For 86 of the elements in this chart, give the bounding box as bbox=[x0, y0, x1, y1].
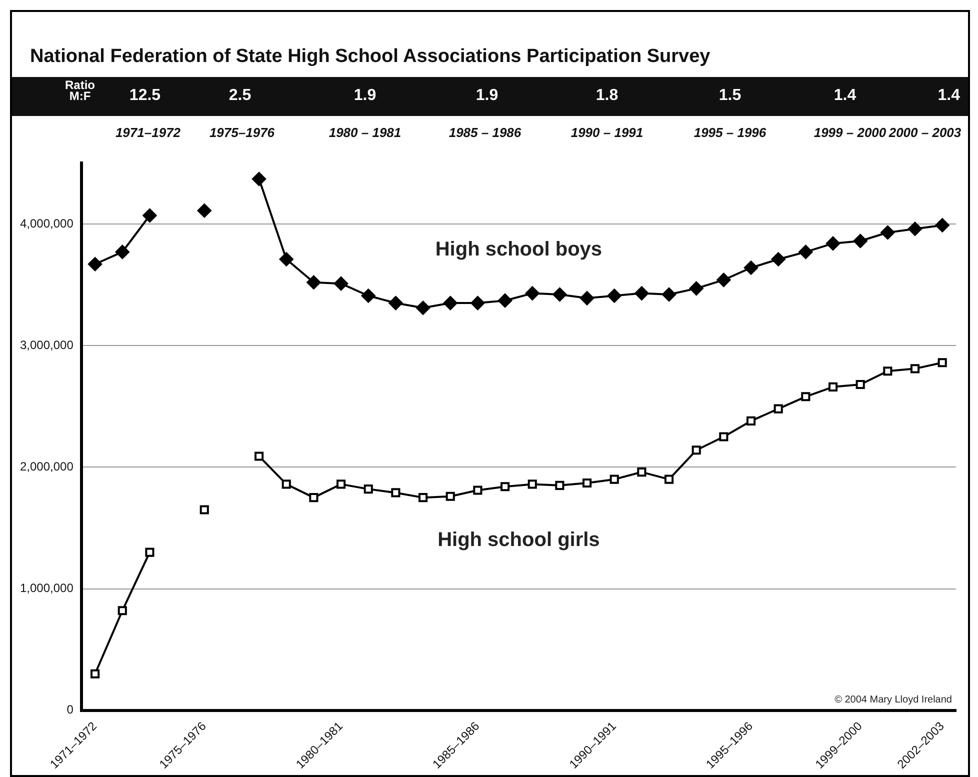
point bbox=[637, 468, 646, 477]
point bbox=[552, 288, 567, 302]
point bbox=[391, 488, 400, 498]
text: 2.5 bbox=[228, 87, 252, 105]
text: 1999 – 2000 bbox=[814, 125, 886, 140]
point bbox=[334, 276, 348, 291]
point bbox=[662, 288, 676, 302]
y-tick-label: 3,000,000 bbox=[20, 338, 74, 352]
point bbox=[279, 252, 294, 266]
point bbox=[528, 480, 537, 489]
point bbox=[309, 493, 318, 502]
point bbox=[118, 606, 127, 616]
point bbox=[746, 416, 756, 426]
point bbox=[798, 244, 813, 259]
point bbox=[689, 281, 704, 296]
point bbox=[610, 474, 619, 484]
y-tick-label: 1,000,000 bbox=[20, 581, 74, 596]
point bbox=[580, 291, 594, 306]
point bbox=[555, 480, 564, 490]
point bbox=[744, 260, 758, 275]
point bbox=[90, 669, 100, 678]
text: 1.9 bbox=[474, 87, 500, 105]
point bbox=[801, 392, 810, 402]
text: 1.5 bbox=[718, 87, 742, 105]
point bbox=[716, 272, 731, 287]
point bbox=[856, 380, 865, 390]
point bbox=[771, 252, 786, 266]
y-tick-label: 0 bbox=[66, 702, 74, 717]
point bbox=[336, 480, 346, 489]
point bbox=[282, 480, 291, 489]
point bbox=[200, 505, 209, 514]
point bbox=[361, 288, 376, 303]
text: 1990 – 1991 bbox=[570, 125, 644, 140]
text: 2000 – 2003 bbox=[888, 125, 962, 140]
y-tick-label: 4,000,000 bbox=[20, 216, 74, 230]
point bbox=[446, 492, 455, 501]
point bbox=[908, 222, 922, 236]
point bbox=[197, 204, 212, 218]
point bbox=[416, 300, 430, 315]
text: 1.4 bbox=[936, 87, 960, 105]
point bbox=[719, 432, 728, 442]
point bbox=[853, 234, 868, 248]
point bbox=[252, 172, 266, 186]
point bbox=[88, 257, 102, 272]
series-label: High school boys bbox=[435, 238, 602, 260]
text: 1.9 bbox=[352, 87, 378, 105]
point bbox=[664, 474, 674, 484]
text: Ratio M:F bbox=[64, 78, 96, 103]
chart-title: National Federation of State High School Associations Participation Survey bbox=[30, 46, 710, 68]
text: 1985 – 1986 bbox=[448, 125, 522, 140]
point bbox=[364, 484, 373, 494]
point bbox=[880, 226, 895, 240]
y-tick-label: 2,000,000 bbox=[20, 459, 74, 474]
annotation: © 2004 Mary Lloyd Ireland bbox=[834, 694, 952, 706]
point bbox=[634, 286, 649, 300]
point bbox=[418, 493, 428, 502]
point bbox=[470, 296, 485, 310]
text: 1971–1972 bbox=[114, 125, 182, 140]
text: 1975–1976 bbox=[208, 125, 276, 140]
point bbox=[525, 286, 540, 300]
text: 1.8 bbox=[594, 87, 620, 105]
point bbox=[500, 482, 510, 492]
text: 12.5 bbox=[128, 87, 162, 105]
point bbox=[692, 446, 701, 455]
point bbox=[826, 236, 840, 250]
point bbox=[935, 218, 950, 232]
point bbox=[774, 404, 783, 414]
point bbox=[910, 364, 920, 374]
point bbox=[938, 358, 947, 368]
point bbox=[607, 288, 622, 303]
point bbox=[828, 382, 838, 392]
point bbox=[582, 478, 592, 488]
point bbox=[306, 275, 321, 290]
text: 1995 – 1996 bbox=[692, 125, 768, 140]
text: 1980 – 1981 bbox=[328, 125, 402, 140]
series-label: High school girls bbox=[438, 529, 600, 552]
point bbox=[473, 486, 482, 495]
point bbox=[142, 208, 157, 222]
point bbox=[443, 296, 458, 310]
point bbox=[145, 548, 154, 557]
point bbox=[498, 294, 512, 308]
point bbox=[115, 244, 130, 259]
point bbox=[254, 452, 264, 461]
point bbox=[388, 296, 403, 310]
point bbox=[883, 366, 892, 376]
text: 1.4 bbox=[832, 87, 858, 105]
